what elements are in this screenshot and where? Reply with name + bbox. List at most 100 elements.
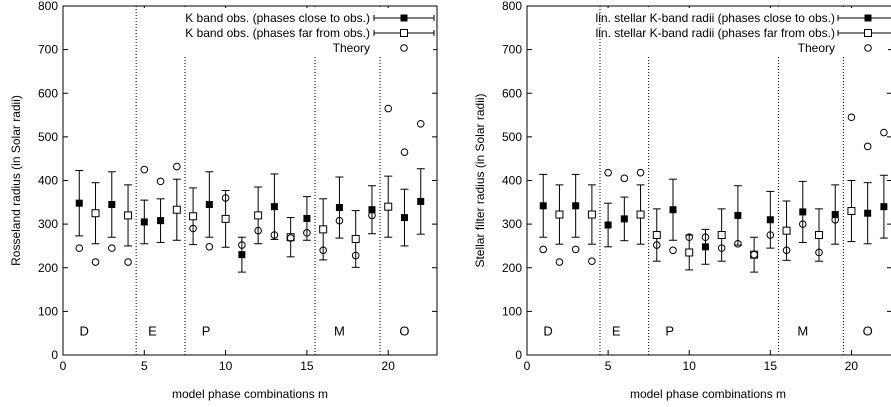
data-point-series-1 (140, 218, 148, 226)
data-point-series-3 (270, 231, 279, 239)
data-point-series-1 (880, 203, 888, 211)
data-point-series-1 (604, 221, 612, 229)
data-point-series-3 (604, 168, 612, 177)
data-point-series-3 (798, 220, 807, 228)
data-point-series-3 (782, 246, 791, 255)
x-tick-label: 20 (845, 359, 859, 373)
data-point-series-2 (685, 248, 694, 257)
data-point-series-3 (140, 165, 149, 174)
data-point-series-3 (685, 233, 694, 242)
legend-label: K band obs. (phases close to obs.) (185, 11, 370, 25)
data-point-series-2 (221, 214, 230, 223)
y-tick-label: 700 (502, 43, 522, 57)
legend-symbol-series-2 (400, 29, 408, 37)
y-axis-label: Stellar filter radius (in Solar radii) (473, 93, 487, 267)
region-label: M (334, 323, 345, 338)
x-tick-label: 0 (60, 359, 67, 373)
data-point-series-2 (555, 210, 564, 219)
data-point-series-3 (91, 258, 100, 266)
data-point-series-1 (620, 215, 628, 223)
data-point-series-1 (368, 206, 376, 214)
y-tick-label: 0 (51, 348, 58, 362)
legend-label: Theory (798, 41, 835, 55)
y-axis-label: Rosseland radius (in Solar radii) (9, 95, 23, 266)
x-tick-label: 20 (382, 359, 396, 373)
data-point-series-2 (384, 202, 393, 211)
data-point-series-3 (384, 104, 393, 113)
region-label: P (665, 323, 674, 338)
data-point-series-3 (221, 194, 230, 202)
y-tick-label: 0 (515, 348, 522, 362)
data-point-series-2 (847, 207, 856, 216)
data-point-series-1 (157, 217, 165, 225)
x-tick-label: 5 (605, 359, 612, 373)
data-point-series-1 (270, 203, 278, 211)
data-point-series-1 (766, 216, 774, 224)
data-point-series-1 (539, 202, 547, 210)
legend-symbol-series-2 (864, 29, 872, 37)
y-tick-label: 500 (502, 130, 522, 144)
y-tick-label: 300 (502, 217, 522, 231)
legend-label: lin. stellar K-band radii (phases close … (596, 11, 835, 25)
data-point-series-1 (417, 197, 425, 205)
data-point-series-2 (782, 226, 791, 235)
data-point-series-1 (108, 200, 116, 208)
data-point-series-3 (303, 229, 311, 237)
data-point-series-3 (717, 244, 726, 252)
legend-symbol-series-3 (400, 44, 408, 52)
data-point-series-3 (588, 257, 596, 266)
data-point-series-3 (107, 244, 116, 252)
data-point-series-3 (75, 244, 84, 252)
data-point-series-1 (75, 199, 83, 207)
data-point-series-3 (734, 239, 742, 248)
region-label: E (612, 323, 621, 338)
y-tick-label: 700 (38, 43, 58, 57)
y-tick-label: 600 (38, 86, 58, 100)
data-point-series-2 (815, 231, 823, 240)
data-point-series-3 (189, 224, 197, 233)
y-tick-label: 500 (38, 130, 58, 144)
x-axis-label: model phase combinations m (172, 387, 328, 401)
data-point-series-3 (815, 248, 823, 257)
legend-label: lin. stellar K-band radii (phases far fr… (596, 26, 835, 40)
data-point-series-1 (701, 243, 709, 251)
data-point-series-2 (652, 231, 661, 240)
legend-label: K band obs. (phases far from obs.) (185, 26, 370, 40)
data-point-series-1 (799, 208, 807, 216)
data-point-series-2 (319, 225, 328, 234)
chart-panel-2: 0 100 200 300 400 500 600 700 800 0 5 10 15 20 model p… (473, 0, 891, 401)
legend-symbol-series-1 (400, 14, 408, 22)
legend-symbol-series-1 (864, 14, 872, 22)
y-tick-label: 200 (502, 261, 522, 275)
y-tick-label: 300 (38, 217, 58, 231)
data-point-series-2 (636, 210, 645, 219)
legend-background (140, 8, 433, 56)
data-point-series-3 (750, 250, 758, 259)
data-point-series-1 (831, 211, 839, 219)
data-point-series-3 (863, 142, 872, 151)
data-point-series-3 (400, 148, 409, 156)
data-point-series-3 (701, 233, 710, 242)
data-point-series-2 (351, 234, 360, 243)
x-tick-label: 10 (683, 359, 697, 373)
y-tick-label: 800 (38, 0, 58, 13)
chart-panel-1: 0 100 200 300 400 500 600 700 800 0 5 10 15 20 model p… (9, 0, 438, 401)
data-point-series-3 (847, 113, 856, 122)
data-point-series-3 (205, 243, 214, 251)
y-tick-label: 100 (38, 304, 58, 318)
x-tick-label: 10 (219, 359, 233, 373)
data-point-series-1 (734, 211, 742, 219)
data-point-series-2 (124, 211, 133, 220)
y-tick-label: 100 (502, 304, 522, 318)
y-tick-label: 400 (38, 174, 58, 188)
data-point-series-3 (571, 245, 580, 254)
region-label: D (543, 323, 552, 338)
data-point-series-2 (189, 212, 198, 221)
region-label: M (797, 323, 808, 338)
x-tick-label: 5 (141, 359, 148, 373)
data-point-series-3 (319, 246, 327, 255)
plot-frame (62, 5, 438, 356)
data-point-series-3 (539, 245, 548, 254)
y-tick-label: 800 (502, 0, 522, 13)
data-point-series-3 (652, 241, 661, 249)
